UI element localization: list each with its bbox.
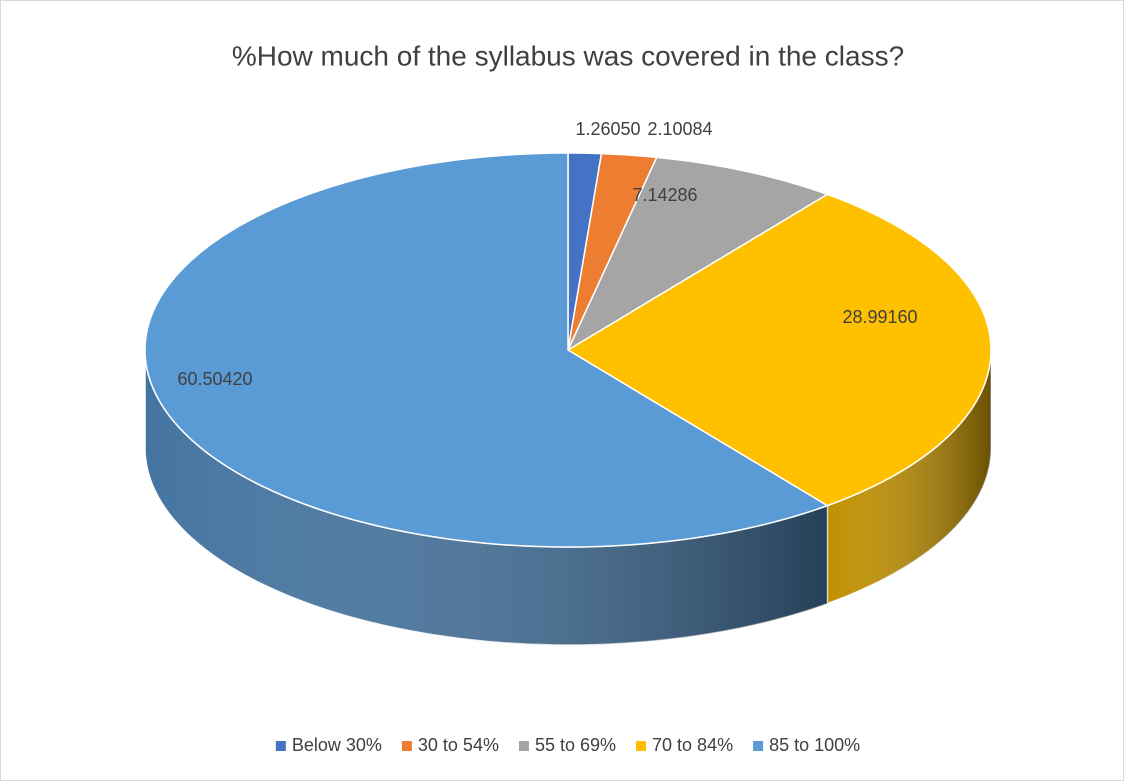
legend-swatch [753,741,764,751]
legend-item: Below 30% [275,735,382,755]
pie-side-shade [145,350,828,645]
legend-swatch [401,741,412,751]
data-label: 7.14286 [632,185,697,205]
pie-slice [566,193,992,507]
data-label: 28.99160 [842,307,917,327]
legend-swatch [636,741,647,751]
data-labels: 1.26050 2.10084 7.14286 28.99160 60.50420 [177,119,917,389]
legend-swatch [518,741,529,751]
legend-label: 85 to 100% [769,735,860,755]
legend-item: 55 to 69% [518,735,616,755]
data-label: 2.10084 [647,119,712,139]
pie-slice [144,152,830,548]
pie-side-shade [827,350,991,604]
legend-item: 70 to 84% [636,735,733,755]
legend-label: 30 to 54% [418,735,499,755]
legend-label: Below 30% [292,735,382,755]
data-label: 1.26050 [575,119,640,139]
chart-title: %How much of the syllabus was covered in… [232,40,904,71]
pie-slice [566,156,830,352]
legend-item: 30 to 54% [401,735,499,755]
data-label: 60.50420 [177,369,252,389]
legend-label: 70 to 84% [652,735,733,755]
legend-item: 85 to 100% [753,735,860,755]
legend-swatch [275,741,286,751]
legend: Below 30% 30 to 54% 55 to 69% 70 to 84% 85 t… [275,735,860,755]
pie-tops [144,152,992,548]
legend-label: 55 to 69% [535,735,616,755]
